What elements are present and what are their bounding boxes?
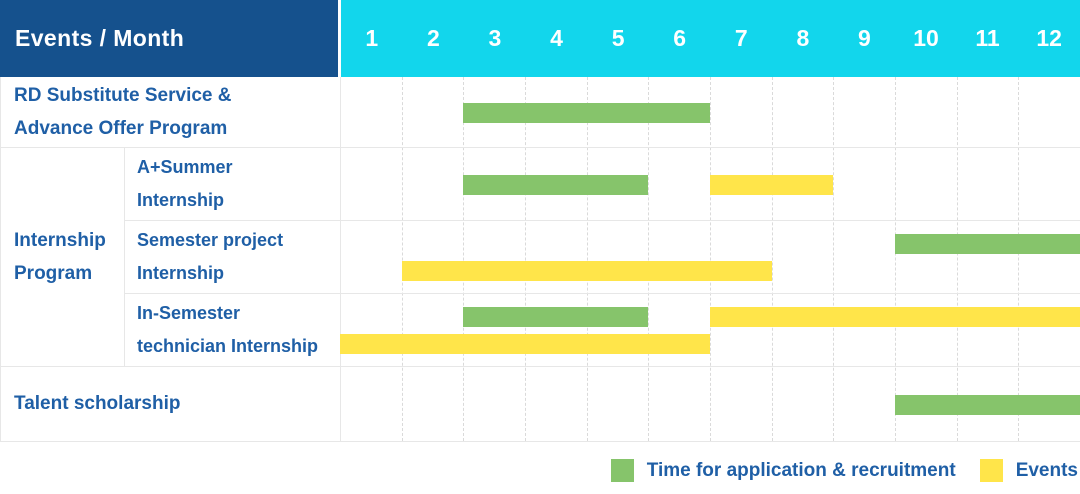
bar-application bbox=[463, 103, 710, 123]
month-header-row: 1 2 3 4 5 6 7 8 9 10 11 12 bbox=[341, 0, 1080, 77]
group-label-line: Internship bbox=[14, 229, 106, 251]
row-label-line: A+Summer bbox=[137, 156, 233, 177]
month-header-12: 12 bbox=[1036, 25, 1062, 51]
table-left-border bbox=[0, 77, 1, 441]
bar-application bbox=[895, 234, 1080, 254]
month-header-11: 11 bbox=[975, 25, 1000, 51]
row-label-line: Advance Offer Program bbox=[14, 118, 228, 139]
row-label-3: In-Semester technician Internship bbox=[137, 293, 339, 366]
legend-swatch-application bbox=[610, 459, 634, 482]
row-label-line: In-Semester bbox=[137, 302, 241, 323]
month-gridline-7 bbox=[710, 77, 711, 441]
bar-application bbox=[895, 395, 1080, 415]
month-header-2: 2 bbox=[426, 25, 440, 51]
month-header-7: 7 bbox=[734, 25, 748, 51]
row-label-line: RD Substitute Service & bbox=[14, 85, 232, 106]
month-header-9: 9 bbox=[858, 25, 871, 51]
legend-label-events: Events bbox=[1015, 459, 1078, 481]
bar-events bbox=[402, 261, 772, 281]
group-label-line: Program bbox=[14, 262, 93, 284]
month-gridline-9 bbox=[833, 77, 834, 441]
row-label-line: Semester project bbox=[137, 229, 284, 250]
row-divider bbox=[124, 220, 1080, 221]
month-gridline-2 bbox=[402, 77, 403, 441]
month-header-10: 10 bbox=[913, 25, 939, 51]
month-gridline-6 bbox=[648, 77, 649, 441]
legend: Time for application & recruitment Events bbox=[0, 441, 1078, 494]
month-header-5: 5 bbox=[611, 25, 625, 51]
month-gridline-4 bbox=[525, 77, 526, 441]
month-header-4: 4 bbox=[550, 25, 563, 51]
table-bottom-border bbox=[0, 441, 1080, 442]
legend-label-application: Time for application & recruitment bbox=[646, 459, 956, 481]
month-gridline-3 bbox=[463, 77, 464, 441]
legend-swatch-events bbox=[979, 459, 1003, 482]
month-header-3: 3 bbox=[488, 25, 502, 51]
row-label-line: Talent scholarship bbox=[14, 393, 181, 414]
row-divider bbox=[0, 147, 1080, 148]
legend-item-events: Events bbox=[979, 459, 1078, 482]
legend-item-application: Time for application & recruitment bbox=[610, 459, 956, 482]
month-gridline-8 bbox=[772, 77, 773, 441]
month-gridline-11 bbox=[957, 77, 958, 441]
row-label-line: technician Internship bbox=[137, 335, 319, 356]
row-divider bbox=[0, 366, 1080, 367]
row-label-0: RD Substitute Service & Advance Offer Pro… bbox=[14, 77, 339, 147]
month-header-6: 6 bbox=[673, 25, 687, 51]
row-label-line: Internship bbox=[137, 262, 225, 283]
row-divider bbox=[124, 293, 1080, 294]
row-label-line: Internship bbox=[137, 189, 225, 210]
bar-events bbox=[340, 334, 710, 354]
month-gridline-5 bbox=[587, 77, 588, 441]
row-label-2: Semester project Internship bbox=[137, 220, 339, 293]
month-gridline-12 bbox=[1018, 77, 1019, 441]
month-header-1: 1 bbox=[365, 25, 379, 51]
group-label-internship: Internship Program bbox=[14, 147, 123, 366]
events-month-header-cell: Events / Month bbox=[0, 0, 338, 77]
row-label-4: Talent scholarship bbox=[14, 366, 339, 441]
month-header-8: 8 bbox=[796, 25, 810, 51]
events-month-header-label: Events / Month bbox=[15, 25, 185, 51]
label-column-border bbox=[340, 77, 341, 441]
group-column-border bbox=[124, 147, 125, 366]
month-gridline-10 bbox=[895, 77, 896, 441]
bar-events bbox=[710, 307, 1080, 327]
bar-application bbox=[463, 175, 648, 195]
bar-events bbox=[710, 175, 833, 195]
row-label-1: A+Summer Internship bbox=[137, 147, 339, 220]
bar-application bbox=[463, 307, 648, 327]
